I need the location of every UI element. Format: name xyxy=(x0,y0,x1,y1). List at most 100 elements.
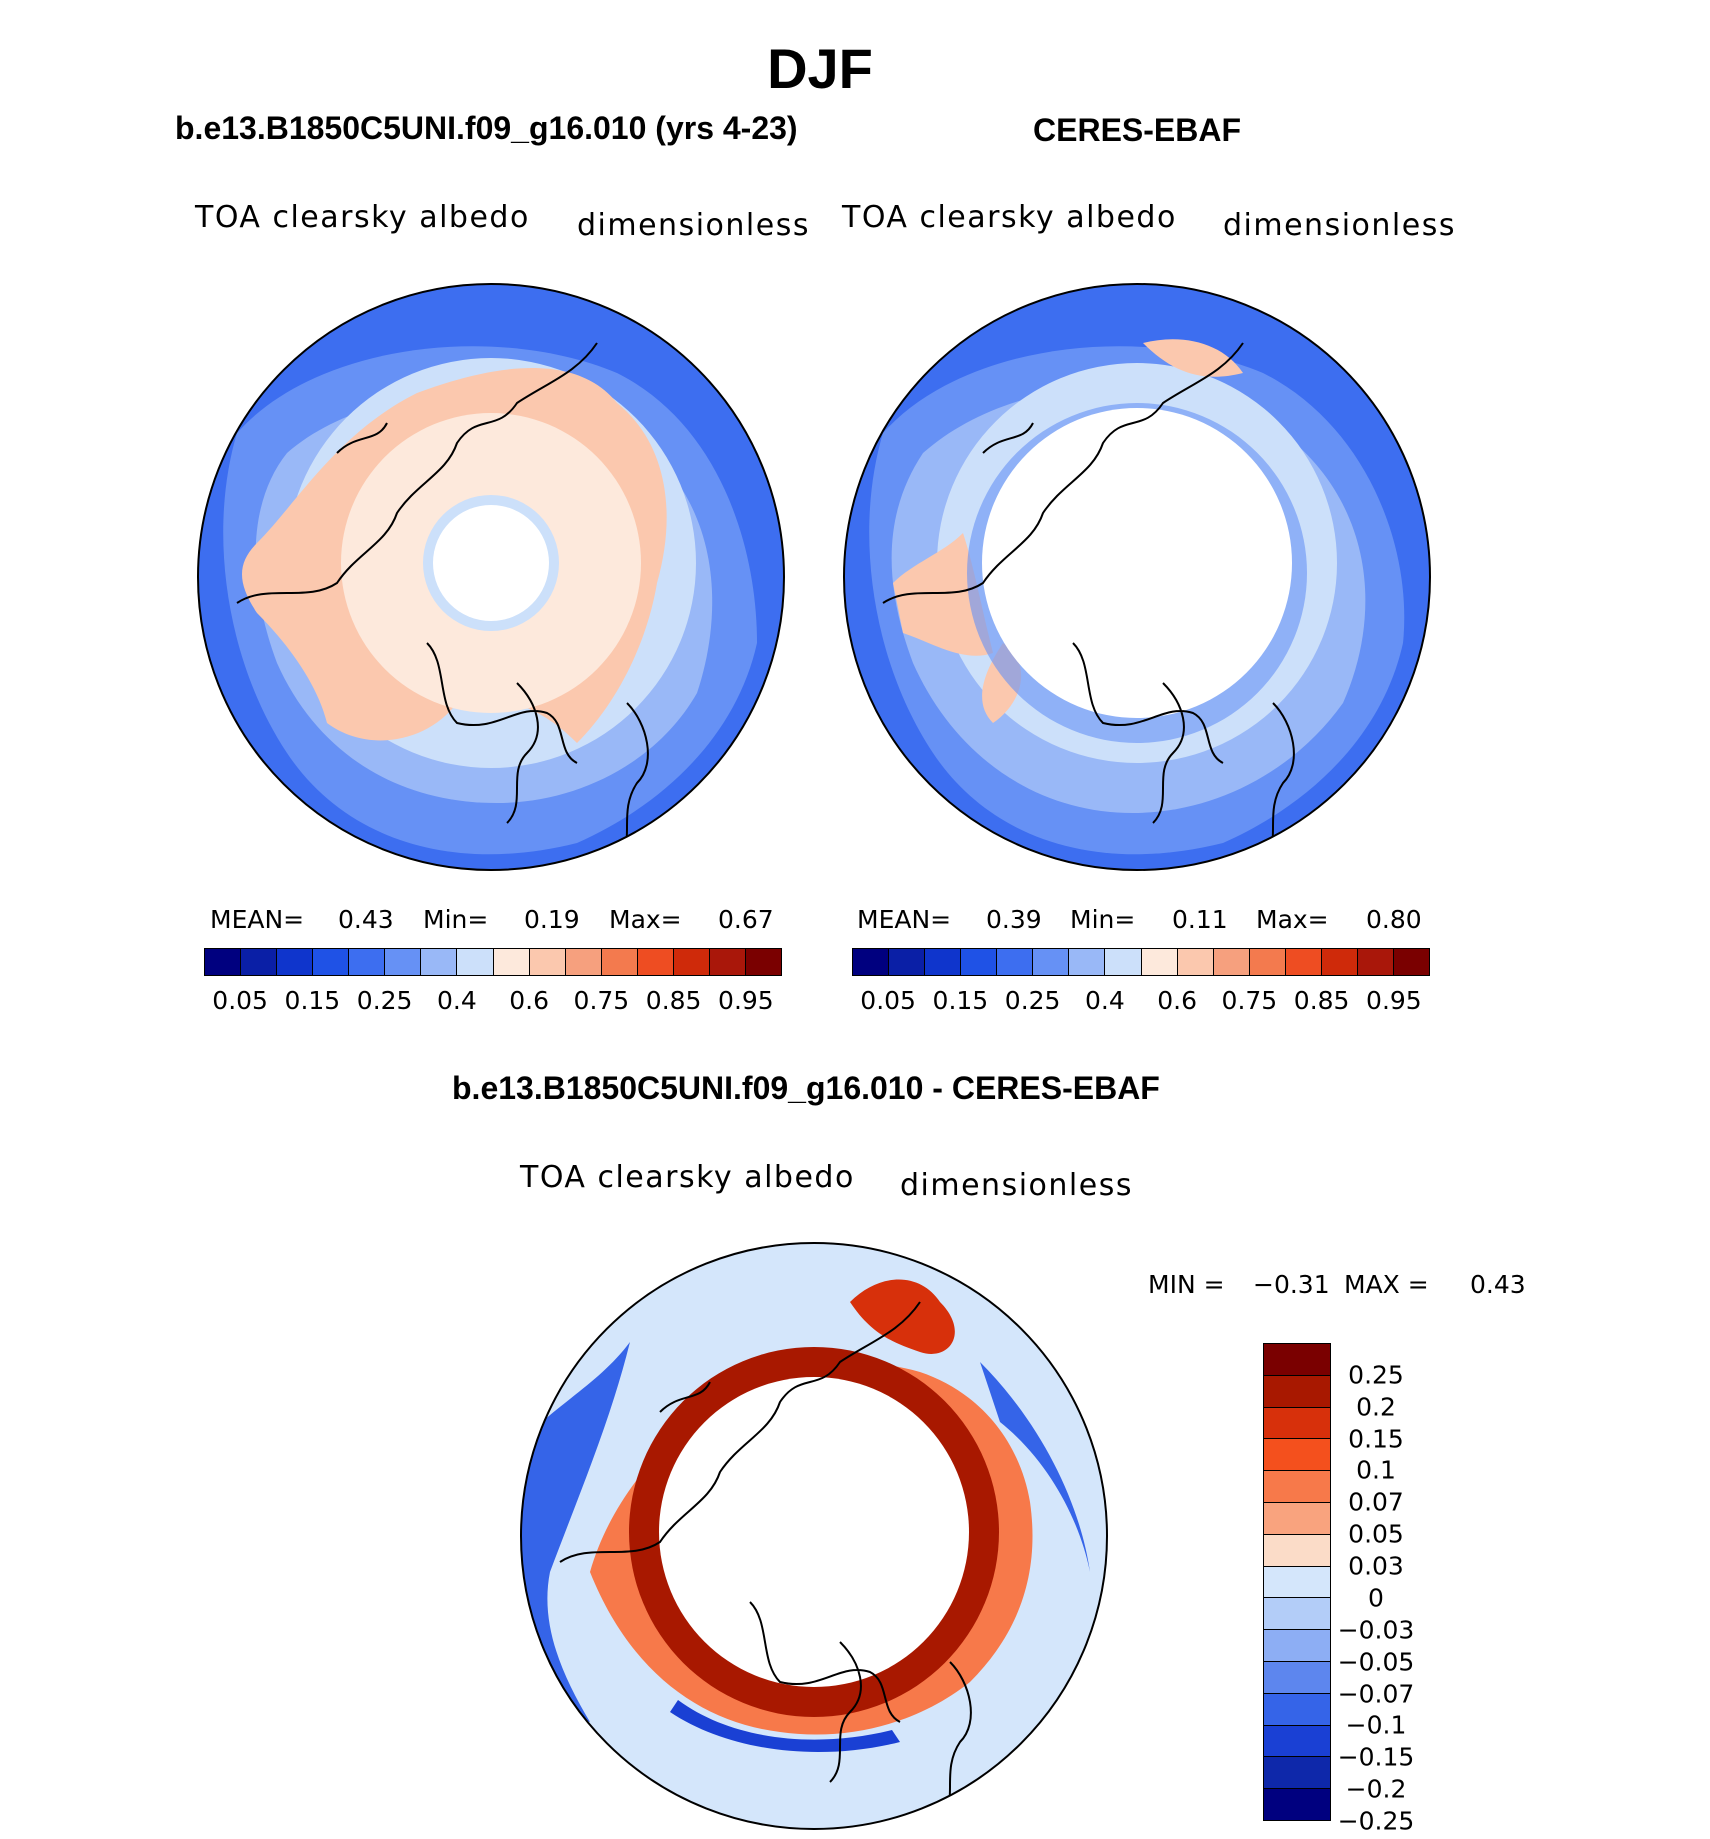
panel1-variable-label: TOA clearsky albedo xyxy=(195,200,530,235)
panel2-max-label: Max= xyxy=(1256,905,1329,934)
panel3-max-value: 0.43 xyxy=(1470,1270,1526,1299)
panel3-min-value: −0.31 xyxy=(1253,1270,1330,1299)
panel1-coastline xyxy=(236,342,649,864)
colorbar-tick-label: −0.03 xyxy=(1337,1615,1415,1645)
colorbar-swatch xyxy=(421,949,458,975)
colorbar-swatch xyxy=(1264,1789,1330,1820)
colorbar-tick-label: 0.85 xyxy=(645,986,702,1015)
colorbar-swatch xyxy=(529,949,566,975)
colorbar-swatch xyxy=(673,949,710,975)
panel2-mean-value: 0.39 xyxy=(986,905,1042,934)
panel1-max-label: Max= xyxy=(609,905,682,934)
panel3-units-label: dimensionless xyxy=(900,1168,1133,1203)
panel1-units-label: dimensionless xyxy=(577,208,810,243)
colorbar-swatch xyxy=(385,949,422,975)
colorbar-tick-label: 0.6 xyxy=(1157,986,1198,1015)
colorbar-tick-label: 0.95 xyxy=(1366,986,1422,1015)
colorbar-swatch xyxy=(709,949,746,975)
panel2-heading: CERES-EBAF xyxy=(1033,112,1242,148)
panel3-colorbar-ticks: 0.25 0.2 0.15 0.1 0.07 0.05 0.03 0 −0.03 −0.05 −0.… xyxy=(1336,1343,1416,1835)
colorbar-tick-label: 0.1 xyxy=(1356,1455,1396,1485)
colorbar-tick-label: 0.25 xyxy=(356,986,413,1015)
colorbar-swatch xyxy=(1033,949,1070,975)
colorbar-tick-label: −0.05 xyxy=(1337,1647,1415,1677)
colorbar-swatch xyxy=(1105,949,1142,975)
colorbar-swatch xyxy=(1264,1693,1330,1726)
panel3-min-label: MIN = xyxy=(1148,1270,1225,1299)
colorbar-swatch xyxy=(997,949,1034,975)
colorbar-swatch xyxy=(1213,949,1250,975)
panel2-pole-missing xyxy=(982,408,1292,718)
colorbar-swatch xyxy=(1141,949,1178,975)
figure-title: DJF xyxy=(767,37,873,100)
colorbar-swatch xyxy=(1393,949,1429,975)
panel1-polar-map xyxy=(197,283,785,871)
panel2-colorbar-ticks: 0.05 0.15 0.25 0.4 0.6 0.75 0.85 0.95 xyxy=(852,986,1430,1016)
panel3-ne-hot xyxy=(850,1279,955,1354)
colorbar-swatch xyxy=(1357,949,1394,975)
colorbar-tick-label: 0.25 xyxy=(1004,986,1061,1015)
colorbar-swatch xyxy=(313,949,350,975)
colorbar-swatch xyxy=(961,949,998,975)
colorbar-tick-label: 0.03 xyxy=(1348,1551,1404,1581)
colorbar-tick-label: 0.15 xyxy=(284,986,341,1015)
panel2-coastline xyxy=(882,342,1295,864)
panel2-min-label: Min= xyxy=(1070,905,1136,934)
colorbar-tick-label: −0.25 xyxy=(1337,1806,1415,1836)
colorbar-swatch xyxy=(853,949,890,975)
colorbar-swatch xyxy=(1264,1598,1330,1631)
panel2-mean-label: MEAN= xyxy=(857,905,952,934)
colorbar-tick-label: 0.05 xyxy=(212,986,268,1015)
panel1-colorbar xyxy=(204,948,782,976)
colorbar-tick-label: 0.05 xyxy=(1348,1519,1404,1549)
panel2-min-value: 0.11 xyxy=(1172,905,1228,934)
colorbar-swatch xyxy=(1264,1407,1330,1440)
panel1-heading: b.e13.B1850C5UNI.f09_g16.010 (yrs 4-23) xyxy=(175,110,798,146)
panel1-colorbar-ticks: 0.05 0.15 0.25 0.4 0.6 0.75 0.85 0.95 xyxy=(204,986,782,1016)
panel1-mean-label: MEAN= xyxy=(210,905,305,934)
colorbar-tick-label: 0.6 xyxy=(509,986,550,1015)
colorbar-tick-label: 0.25 xyxy=(1348,1360,1404,1390)
colorbar-swatch xyxy=(1264,1439,1330,1472)
panel3-blue-arc xyxy=(670,1700,900,1752)
colorbar-tick-label: −0.2 xyxy=(1345,1774,1407,1804)
colorbar-tick-label: 0.75 xyxy=(573,986,630,1015)
colorbar-swatch xyxy=(637,949,674,975)
panel2-polar-map xyxy=(843,283,1431,871)
colorbar-swatch xyxy=(1264,1375,1330,1408)
colorbar-tick-label: 0 xyxy=(1368,1583,1384,1613)
colorbar-swatch xyxy=(1264,1725,1330,1758)
colorbar-swatch xyxy=(925,949,962,975)
colorbar-swatch xyxy=(1321,949,1358,975)
colorbar-swatch xyxy=(565,949,602,975)
colorbar-tick-label: 0.95 xyxy=(718,986,774,1015)
colorbar-tick-label: 0.4 xyxy=(1084,986,1125,1015)
colorbar-swatch xyxy=(1264,1630,1330,1662)
colorbar-tick-label: 0.15 xyxy=(932,986,989,1015)
panel3-coastline xyxy=(559,1301,972,1823)
colorbar-swatch xyxy=(1069,949,1106,975)
panel1-min-label: Min= xyxy=(423,905,489,934)
colorbar-tick-label: 0.15 xyxy=(1348,1424,1404,1454)
colorbar-swatch xyxy=(1264,1661,1330,1694)
panel3-variable-label: TOA clearsky albedo xyxy=(520,1160,855,1195)
colorbar-tick-label: −0.07 xyxy=(1337,1679,1415,1709)
panel2-variable-label: TOA clearsky albedo xyxy=(842,200,1177,235)
colorbar-swatch xyxy=(205,949,242,975)
panel2-units-label: dimensionless xyxy=(1223,208,1456,243)
colorbar-swatch xyxy=(241,949,278,975)
colorbar-tick-label: 0.85 xyxy=(1293,986,1350,1015)
colorbar-swatch xyxy=(1264,1471,1330,1503)
panel3-max-label: MAX = xyxy=(1344,1270,1429,1299)
colorbar-swatch xyxy=(457,949,494,975)
panel1-pole-missing xyxy=(433,505,549,621)
colorbar-swatch xyxy=(745,949,781,975)
panel2-max-value: 0.80 xyxy=(1366,905,1422,934)
panel3-polar-map xyxy=(520,1242,1108,1830)
colorbar-swatch xyxy=(601,949,638,975)
colorbar-swatch xyxy=(349,949,386,975)
colorbar-swatch xyxy=(493,949,530,975)
colorbar-swatch xyxy=(1177,949,1214,975)
panel3-colorbar xyxy=(1263,1343,1331,1821)
colorbar-swatch xyxy=(1264,1566,1330,1599)
